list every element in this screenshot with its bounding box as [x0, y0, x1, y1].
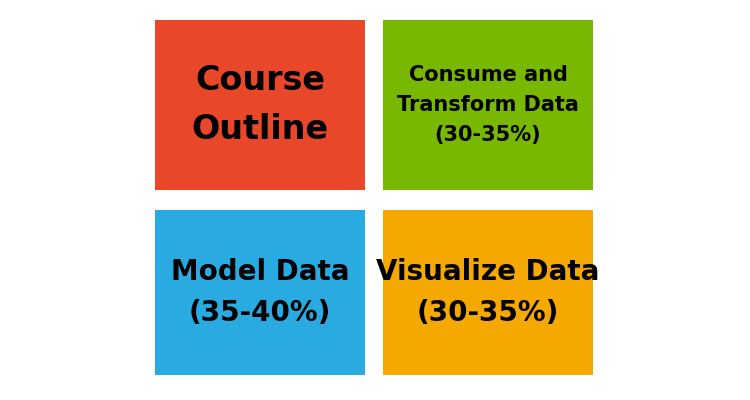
Bar	[383, 20, 593, 190]
Text: Course
Outline: Course Outline	[191, 64, 328, 146]
Bar	[155, 20, 365, 190]
Bar	[383, 210, 593, 375]
Text: Model Data
(35-40%): Model Data (35-40%)	[171, 258, 350, 327]
Bar	[155, 210, 365, 375]
Text: Visualize Data
(30-35%): Visualize Data (30-35%)	[376, 258, 600, 327]
Text: Consume and
Transform Data
(30-35%): Consume and Transform Data (30-35%)	[397, 65, 579, 144]
